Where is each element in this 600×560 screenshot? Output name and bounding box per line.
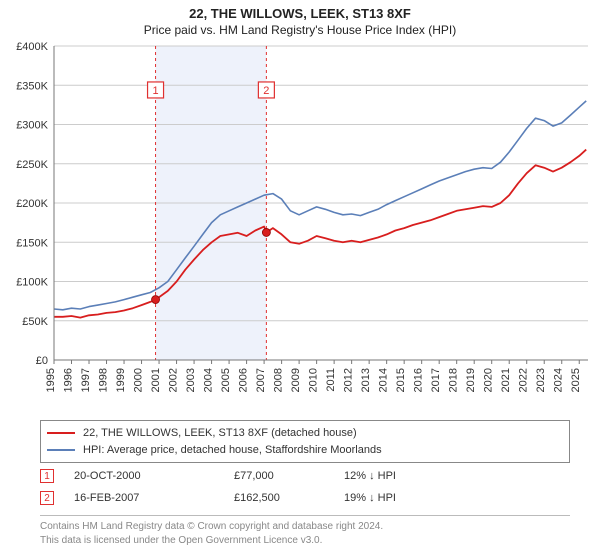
transaction-marker: 1 <box>40 469 54 483</box>
svg-text:1996: 1996 <box>63 368 75 392</box>
transaction-price: £162,500 <box>234 492 344 504</box>
footer-attribution: Contains HM Land Registry data © Crown c… <box>40 515 570 547</box>
svg-text:£50K: £50K <box>22 316 48 328</box>
transaction-row: 2 16-FEB-2007£162,50019% ↓ HPI <box>40 487 570 509</box>
footer-line-2: This data is licensed under the Open Gov… <box>40 534 570 548</box>
chart-subtitle: Price paid vs. HM Land Registry's House … <box>0 21 600 41</box>
svg-text:2001: 2001 <box>150 368 162 392</box>
svg-text:£300K: £300K <box>16 120 48 132</box>
svg-text:£400K: £400K <box>16 41 48 53</box>
transactions-table: 1 20-OCT-2000£77,00012% ↓ HPI 2 16-FEB-2007… <box>40 465 570 509</box>
transaction-date: 16-FEB-2007 <box>74 492 234 504</box>
svg-text:1998: 1998 <box>98 368 110 392</box>
transaction-diff: 19% ↓ HPI <box>344 492 464 504</box>
legend-box: 22, THE WILLOWS, LEEK, ST13 8XF (detache… <box>40 420 570 463</box>
svg-text:2024: 2024 <box>553 368 565 392</box>
svg-text:£200K: £200K <box>16 198 48 210</box>
svg-text:2008: 2008 <box>273 368 285 392</box>
footer-line-1: Contains HM Land Registry data © Crown c… <box>40 520 570 534</box>
svg-text:2016: 2016 <box>413 368 425 392</box>
svg-text:2015: 2015 <box>395 368 407 392</box>
svg-text:2005: 2005 <box>220 368 232 392</box>
svg-text:2021: 2021 <box>500 368 512 392</box>
svg-text:1999: 1999 <box>115 368 127 392</box>
svg-text:1995: 1995 <box>45 368 57 392</box>
svg-text:2020: 2020 <box>483 368 495 392</box>
chart-svg: £0 £50K £100K £150K £200K £250K £300K £350K £400… <box>0 40 600 410</box>
svg-text:2: 2 <box>263 85 269 97</box>
svg-text:2025: 2025 <box>570 368 582 392</box>
transaction-price: £77,000 <box>234 470 344 482</box>
svg-text:£150K: £150K <box>16 237 48 249</box>
svg-text:£250K: £250K <box>16 159 48 171</box>
transaction-row: 1 20-OCT-2000£77,00012% ↓ HPI <box>40 465 570 487</box>
legend-item: 22, THE WILLOWS, LEEK, ST13 8XF (detache… <box>47 425 563 442</box>
svg-text:£350K: £350K <box>16 80 48 92</box>
svg-text:2007: 2007 <box>255 368 267 392</box>
svg-text:2011: 2011 <box>325 368 337 392</box>
svg-text:2003: 2003 <box>185 368 197 392</box>
svg-text:2014: 2014 <box>378 368 390 392</box>
svg-text:1: 1 <box>152 85 158 97</box>
svg-text:2006: 2006 <box>238 368 250 392</box>
transaction-date: 20-OCT-2000 <box>74 470 234 482</box>
svg-text:2023: 2023 <box>535 368 547 392</box>
legend-swatch <box>47 449 75 451</box>
svg-text:2017: 2017 <box>430 368 442 392</box>
svg-text:2022: 2022 <box>518 368 530 392</box>
transaction-diff: 12% ↓ HPI <box>344 470 464 482</box>
chart-container: 22, THE WILLOWS, LEEK, ST13 8XF Price pa… <box>0 0 600 560</box>
svg-text:2004: 2004 <box>203 368 215 392</box>
legend-swatch <box>47 432 75 434</box>
chart-plot-area: £0 £50K £100K £150K £200K £250K £300K £350K £400… <box>0 40 600 410</box>
svg-text:£100K: £100K <box>16 277 48 289</box>
svg-text:2019: 2019 <box>465 368 477 392</box>
svg-text:2013: 2013 <box>360 368 372 392</box>
transaction-marker: 2 <box>40 491 54 505</box>
legend-label: 22, THE WILLOWS, LEEK, ST13 8XF (detache… <box>83 425 357 442</box>
svg-text:2012: 2012 <box>343 368 355 392</box>
svg-text:2000: 2000 <box>133 368 145 392</box>
svg-text:2010: 2010 <box>308 368 320 392</box>
legend-label: HPI: Average price, detached house, Staf… <box>83 442 382 459</box>
chart-title: 22, THE WILLOWS, LEEK, ST13 8XF <box>0 0 600 21</box>
svg-text:2018: 2018 <box>448 368 460 392</box>
legend-item: HPI: Average price, detached house, Staf… <box>47 442 563 459</box>
svg-text:£0: £0 <box>36 355 48 367</box>
svg-text:2002: 2002 <box>168 368 180 392</box>
svg-text:2009: 2009 <box>290 368 302 392</box>
svg-text:1997: 1997 <box>80 368 92 392</box>
